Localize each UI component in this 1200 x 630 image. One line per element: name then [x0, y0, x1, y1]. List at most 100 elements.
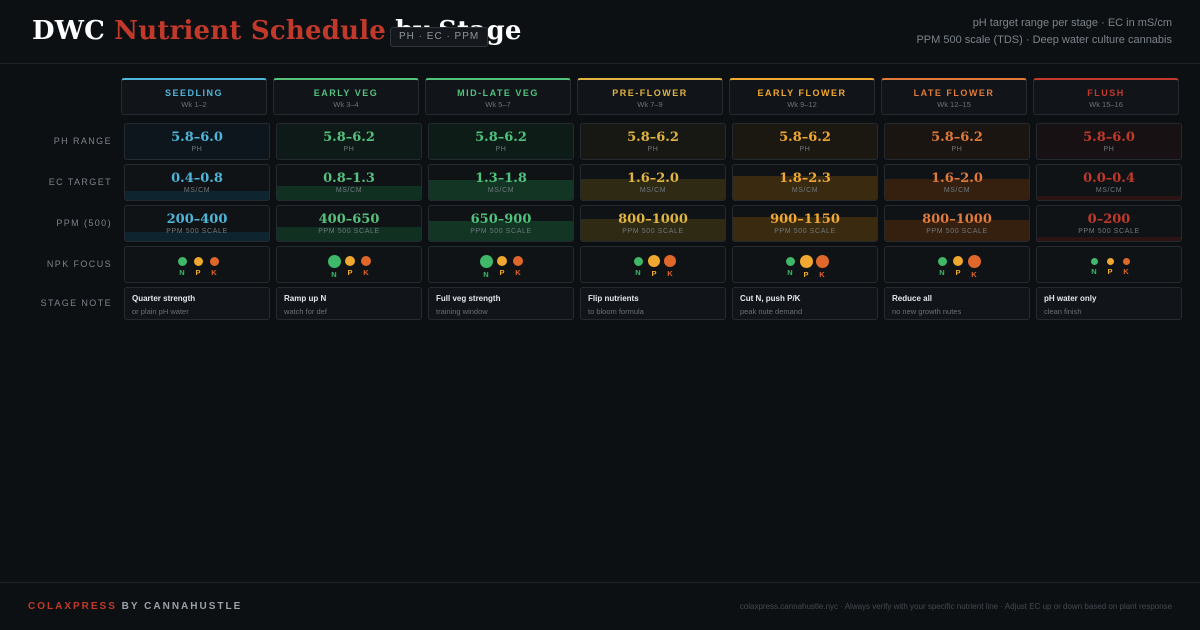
- stage-header: LATE FLOWER Wk 12–15: [881, 78, 1027, 115]
- npk-p-label: P: [955, 268, 961, 277]
- ec-value: 1.8–2.3: [779, 171, 831, 186]
- stage-weeks: Wk 15–16: [1089, 100, 1123, 109]
- ec-value: 1.3–1.8: [475, 171, 527, 186]
- stage-name: LATE FLOWER: [913, 88, 995, 98]
- stage-note-title: Ramp up N: [284, 294, 327, 303]
- ppm-value: 650–900: [470, 212, 532, 227]
- ec-unit: MS/CM: [943, 187, 971, 194]
- ppm-level-fill: [1037, 237, 1181, 241]
- npk-k-label: K: [971, 269, 977, 279]
- page-header: DWC Nutrient Schedule by Stage PH · EC ·…: [0, 0, 1200, 64]
- ppm-value: 800–1000: [618, 212, 688, 227]
- npk-n-label: N: [331, 269, 337, 279]
- stage-weeks: Wk 9–12: [787, 100, 817, 109]
- stage-note-subtitle: no new growth nutes: [892, 307, 962, 316]
- npk-p-dot: [799, 254, 813, 268]
- row-label-ppm: PPM (500): [56, 218, 112, 228]
- stage-name: MID-LATE VEG: [457, 88, 539, 98]
- npk-n-label: N: [483, 269, 489, 279]
- page-footer: COLAXPRESS BY CANNAHUSTLE colaxpress.can…: [0, 582, 1200, 630]
- ppm-cell: 400–650 PPM 500 SCALE: [276, 205, 422, 242]
- ec-unit: MS/CM: [335, 187, 363, 194]
- stage-name: FLUSH: [1087, 88, 1125, 98]
- npk-k-dot: [1122, 257, 1130, 265]
- ph-unit: PH: [951, 146, 963, 153]
- ec-unit: MS/CM: [487, 187, 515, 194]
- stage-weeks: Wk 7–9: [637, 100, 663, 109]
- ph-unit: PH: [1103, 146, 1115, 153]
- stage-name: EARLY FLOWER: [757, 88, 847, 98]
- stage-weeks: Wk 1–2: [181, 100, 207, 109]
- npk-k-label: K: [363, 268, 369, 277]
- npk-n-dot: [785, 256, 795, 266]
- ec-level-fill: [429, 180, 573, 200]
- page-title: DWC Nutrient Schedule by Stage: [32, 16, 522, 46]
- npk-n-label: N: [787, 267, 793, 277]
- npk-k-label: K: [1123, 266, 1129, 276]
- ec-level-fill: [277, 186, 421, 200]
- stage-name: EARLY VEG: [313, 88, 379, 98]
- npk-p-dot: [953, 256, 963, 266]
- legend-line-2: PPM 500 scale (TDS) · Deep water culture…: [916, 34, 1172, 46]
- ec-level-fill: [125, 191, 269, 200]
- ec-level-fill: [1037, 196, 1181, 200]
- ppm-value: 0–200: [1087, 212, 1131, 227]
- ec-cell: 1.6–2.0 MS/CM: [580, 164, 726, 201]
- stage-note: pH water only clean finish: [1036, 287, 1182, 320]
- ec-level-fill: [885, 179, 1029, 200]
- npk-n-dot: [937, 256, 947, 266]
- npk-p-label: P: [499, 268, 505, 277]
- ppm-unit: PPM 500 SCALE: [774, 228, 836, 235]
- ppm-cell: 0–200 PPM 500 SCALE: [1036, 205, 1182, 242]
- ppm-level-fill: [277, 227, 421, 241]
- ec-level-fill: [733, 175, 877, 200]
- ec-value: 0.8–1.3: [323, 171, 375, 186]
- ec-level-fill: [581, 179, 725, 200]
- stage-note: Reduce all no new growth nutes: [884, 287, 1030, 320]
- ec-value: 0.4–0.8: [171, 171, 223, 186]
- ppm-value: 200–400: [166, 212, 228, 227]
- ph-cell: 5.8–6.0 PH: [1036, 123, 1182, 160]
- ec-value: 1.6–2.0: [931, 171, 983, 186]
- stage-note-subtitle: or plain pH water: [132, 307, 189, 316]
- ec-cell: 0.4–0.8 MS/CM: [124, 164, 270, 201]
- ppm-cell: 200–400 PPM 500 SCALE: [124, 205, 270, 242]
- npk-p-label: P: [651, 269, 657, 278]
- ppm-level-fill: [581, 218, 725, 241]
- npk-k-label: K: [819, 269, 825, 279]
- ppm-unit: PPM 500 SCALE: [470, 228, 532, 235]
- ppm-unit: PPM 500 SCALE: [166, 228, 228, 235]
- ec-cell: 1.8–2.3 MS/CM: [732, 164, 878, 201]
- ph-cell: 5.8–6.0 PH: [124, 123, 270, 160]
- stage-note: Cut N, push P/K peak nute demand: [732, 287, 878, 320]
- ppm-unit: PPM 500 SCALE: [1078, 228, 1140, 235]
- ppm-level-fill: [125, 232, 269, 241]
- ppm-level-fill: [885, 220, 1029, 241]
- ph-cell: 5.8–6.2 PH: [732, 123, 878, 160]
- ppm-unit: PPM 500 SCALE: [318, 228, 380, 235]
- ph-value: 5.8–6.2: [627, 130, 679, 145]
- ph-cell: 5.8–6.2 PH: [580, 123, 726, 160]
- stage-note: Flip nutrients to bloom formula: [580, 287, 726, 320]
- ec-unit: MS/CM: [183, 187, 211, 194]
- npk-n-dot: [479, 254, 493, 268]
- stage-note-subtitle: peak nute demand: [740, 307, 803, 316]
- footer-note: colaxpress.cannahustle.nyc · Always veri…: [739, 602, 1172, 611]
- stage-note-title: Reduce all: [892, 294, 933, 303]
- ph-unit: PH: [495, 146, 507, 153]
- stage-note-subtitle: clean finish: [1044, 307, 1082, 316]
- npk-p-label: P: [1107, 266, 1113, 276]
- ec-cell: 0.8–1.3 MS/CM: [276, 164, 422, 201]
- stage-header: EARLY VEG Wk 3–4: [273, 78, 419, 115]
- ec-cell: 1.3–1.8 MS/CM: [428, 164, 574, 201]
- ec-unit: MS/CM: [791, 187, 819, 194]
- row-label-npk: NPK FOCUS: [46, 259, 112, 269]
- ph-unit: PH: [343, 146, 355, 153]
- ec-value: 1.6–2.0: [627, 171, 679, 186]
- stage-header: EARLY FLOWER Wk 9–12: [729, 78, 875, 115]
- title-part-nutrient-schedule: Nutrient Schedule: [114, 16, 387, 46]
- npk-p-dot: [193, 256, 203, 266]
